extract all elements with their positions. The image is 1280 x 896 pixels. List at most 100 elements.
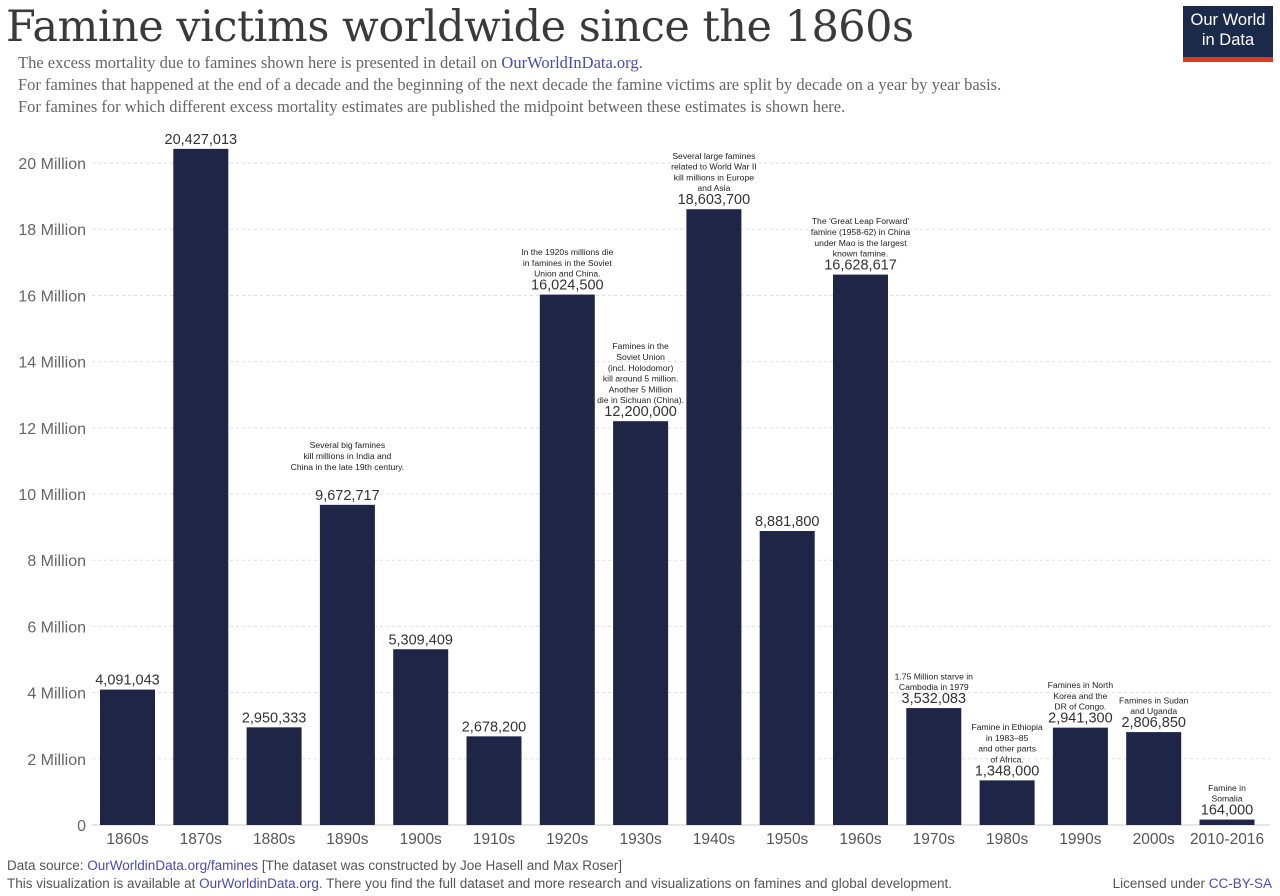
bar-value-label: 164,000 (1201, 803, 1253, 819)
annotation-line: die in Sichuan (China). (597, 395, 684, 405)
annotation-line: and Uganda (1130, 706, 1177, 716)
x-tick-label: 1890s (326, 831, 368, 848)
annotation-line: kill millions in Europe (674, 172, 754, 182)
annotation-line: In the 1920s millions die (521, 247, 613, 257)
y-tick-label: 6 Million (27, 619, 86, 636)
x-tick-label: 1970s (913, 831, 955, 848)
subtitle-line-3: For famines for which different excess m… (18, 97, 846, 116)
bar-value-label: 1,348,000 (975, 763, 1040, 779)
x-tick-label: 1940s (693, 831, 735, 848)
x-tick-label: 1860s (106, 831, 148, 848)
bar (833, 274, 888, 825)
data-source: Data source: OurWorldinData.org/famines … (7, 858, 622, 873)
y-tick-label: 14 Million (18, 355, 86, 372)
availability-note: This visualization is available at OurWo… (7, 876, 952, 891)
x-tick-label: 1980s (986, 831, 1028, 848)
bar (100, 689, 155, 825)
annotation: Famines in Sudan and Uganda (1119, 695, 1188, 716)
bar (979, 780, 1035, 825)
y-tick-label: 18 Million (18, 222, 86, 239)
annotation: In the 1920s millions die in famines in t… (521, 247, 613, 279)
annotation-line: under Mao is the largest (814, 238, 907, 248)
license-note: Licensed under CC-BY-SA (1113, 876, 1272, 891)
bar (173, 148, 229, 826)
bar-value-label: 20,427,013 (165, 132, 238, 148)
annotation: Several big famines kill millions in Indi… (291, 440, 405, 472)
subtitle-period: . (638, 53, 643, 72)
bar (1199, 819, 1255, 825)
annotation-line: Somalia (1211, 794, 1242, 804)
bar-value-label: 18,603,700 (678, 192, 751, 208)
bar-value-label: 2,941,300 (1048, 711, 1113, 727)
annotation-line: and other parts (978, 744, 1036, 754)
bar-value-label: 5,309,409 (388, 632, 453, 648)
bar-value-label: 4,091,043 (95, 673, 160, 689)
license-prefix: Licensed under (1112, 876, 1209, 891)
y-tick-label: 12 Million (18, 421, 86, 438)
bar (1052, 727, 1108, 825)
x-tick-label: 1990s (1059, 831, 1101, 848)
annotation-line: related to World War II (671, 162, 757, 172)
y-tick-label: 10 Million (18, 487, 86, 504)
x-tick-label: 1960s (839, 831, 881, 848)
annotation-line: in famines in the Soviet (523, 258, 612, 268)
x-tick-label: 1930s (619, 831, 661, 848)
avail-rest: . There you find the full dataset and mo… (318, 876, 953, 891)
annotation-line: and Asia (697, 183, 730, 193)
bar (246, 727, 302, 825)
x-tick-label: 1870s (180, 831, 222, 848)
bar-value-label: 12,200,000 (604, 404, 677, 420)
avail-link[interactable]: OurWorldinData.org (199, 876, 319, 891)
logo-line-1: Our World (1190, 11, 1266, 29)
bar (906, 708, 962, 825)
owid-logo[interactable]: Our World in Data (1183, 6, 1273, 62)
annotation-line: China in the late 19th century. (291, 462, 405, 472)
y-tick-label: 16 Million (18, 288, 86, 305)
owid-link[interactable]: OurWorldInData.org (501, 53, 639, 72)
annotation-line: Cambodia in 1979 (899, 682, 969, 692)
annotation-line: famine (1958-62) in China (811, 227, 911, 237)
annotation-line: Korea and the (1053, 691, 1107, 701)
x-tick-label: 1910s (473, 831, 515, 848)
annotation: Famines in the Soviet Union (incl. Holodom… (597, 341, 684, 405)
x-tick-label: 2000s (1133, 831, 1175, 848)
annotation: Famines in North Korea and the DR of Congo… (1048, 680, 1114, 712)
bar-value-label: 8,881,800 (755, 514, 820, 530)
bar-value-label: 2,678,200 (462, 719, 527, 735)
annotation-line: DR of Congo. (1054, 702, 1106, 712)
y-tick-label: 2 Million (27, 752, 86, 769)
y-tick-label: 8 Million (27, 553, 86, 570)
x-tick-label: 2010-2016 (1190, 831, 1264, 848)
source-prefix: Data source: (7, 858, 88, 873)
annotation-line: Famines in the (612, 341, 669, 351)
bar (319, 504, 375, 825)
bar (1126, 732, 1182, 825)
bar-value-label: 16,024,500 (531, 278, 604, 294)
annotation-line: Several large famines (672, 151, 755, 161)
annotation-line: 1.75 Million starve in (895, 671, 974, 681)
annotation-line: The 'Great Leap Forward' (812, 216, 910, 226)
annotation-line: Famine in (1208, 783, 1246, 793)
annotation-line: Another 5 Million (609, 384, 673, 394)
annotation-line: of Africa. (990, 754, 1023, 764)
bar-value-label: 2,806,850 (1121, 715, 1186, 731)
annotation-line: (incl. Holodomor) (608, 363, 674, 373)
bar (613, 421, 669, 825)
annotation: The 'Great Leap Forward' famine (1958-62)… (811, 216, 911, 258)
bar (539, 294, 595, 825)
subtitle-text: The excess mortality due to famines show… (18, 53, 502, 72)
license-link[interactable]: CC-BY-SA (1208, 876, 1272, 891)
logo-line-2: in Data (1201, 31, 1255, 49)
annotation-line: Several big famines (310, 440, 385, 450)
annotation: Famine in Ethiopia in 1983–85 and other pa… (972, 722, 1043, 764)
annotation-line: kill around 5 million. (603, 374, 678, 384)
x-tick-label: 1880s (253, 831, 295, 848)
chart-title: Famine victims worldwide since the 1860s (6, 2, 914, 52)
source-rest: [The dataset was constructed by Joe Hase… (258, 858, 623, 873)
bar-value-label: 3,532,083 (902, 691, 967, 707)
x-tick-label: 1950s (766, 831, 808, 848)
source-link[interactable]: OurWorldinData.org/famines (87, 858, 259, 873)
annotation-line: in 1983–85 (986, 733, 1029, 743)
subtitle-line-2: For famines that happened at the end of … (18, 75, 1002, 94)
